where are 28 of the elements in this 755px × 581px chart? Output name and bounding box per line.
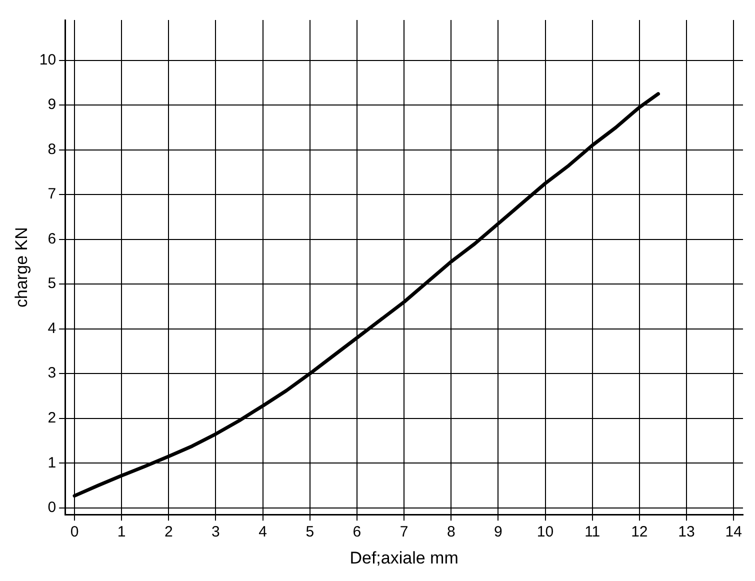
- x-axis-title: Def;axiale mm: [350, 548, 458, 568]
- x-tick-label: 14: [725, 524, 742, 541]
- y-axis-title: charge KN: [12, 227, 31, 308]
- x-tick-label: 3: [212, 524, 220, 541]
- y-tick-label: 6: [48, 230, 56, 248]
- y-tick-label: 9: [48, 96, 56, 114]
- x-tick-label: 0: [70, 524, 79, 541]
- y-tick-label: 10: [39, 51, 56, 68]
- y-tick-label: 7: [48, 186, 56, 203]
- x-tick-label: 4: [258, 524, 267, 541]
- x-tick-label: 7: [400, 524, 408, 541]
- y-tick-label: 4: [48, 320, 56, 337]
- x-tick-label: 9: [494, 524, 502, 541]
- x-tick-label: 1: [117, 524, 126, 541]
- y-tick-label: 0: [48, 499, 56, 516]
- x-tick-label: 12: [631, 524, 648, 541]
- x-tick-label: 5: [306, 524, 314, 541]
- y-tick-label: 8: [48, 140, 56, 158]
- x-tick-label: 11: [584, 524, 600, 541]
- x-tick-label: 2: [164, 524, 173, 541]
- y-tick-label: 2: [48, 410, 56, 427]
- x-tick-label: 10: [536, 524, 554, 541]
- y-tick-label: 3: [48, 364, 56, 382]
- y-tick-label: 1: [48, 454, 56, 472]
- x-tick-label: 8: [446, 524, 456, 541]
- y-tick-label: 5: [48, 275, 56, 292]
- x-tick-label: 6: [352, 524, 362, 541]
- x-tick-label: 13: [678, 524, 695, 541]
